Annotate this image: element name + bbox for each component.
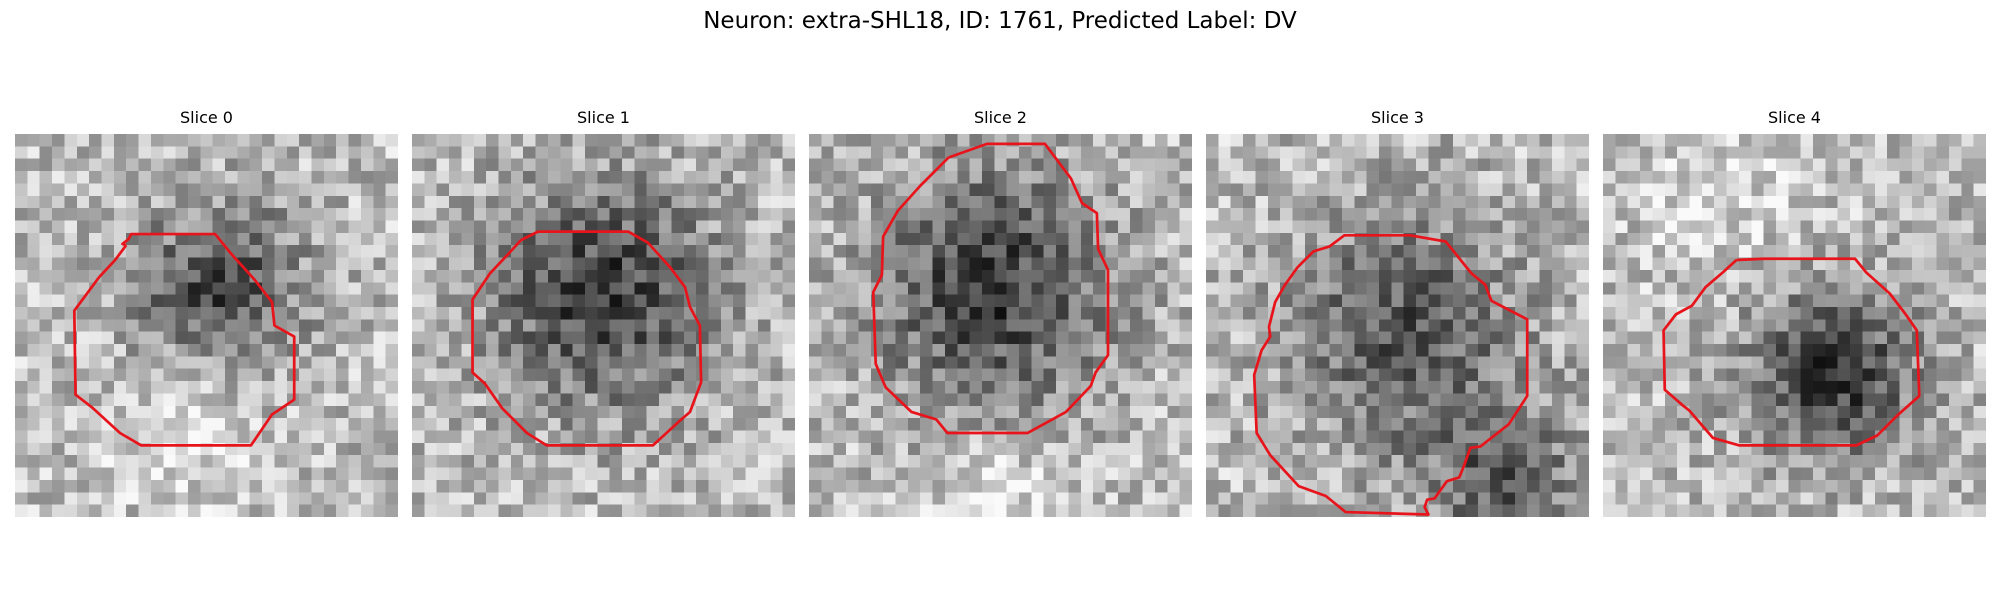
slice-3-title: Slice 3 bbox=[1206, 108, 1589, 127]
slice-1-title: Slice 1 bbox=[412, 108, 795, 127]
slice-0-title: Slice 0 bbox=[15, 108, 398, 127]
slice-4-image bbox=[1603, 134, 1986, 517]
slice-0-image bbox=[15, 134, 398, 517]
slice-2-title: Slice 2 bbox=[809, 108, 1192, 127]
slice-4-title: Slice 4 bbox=[1603, 108, 1986, 127]
slice-2-image bbox=[809, 134, 1192, 517]
slice-3-image bbox=[1206, 134, 1589, 517]
figure-title: Neuron: extra-SHL18, ID: 1761, Predicted… bbox=[0, 8, 2000, 34]
slice-1-image bbox=[412, 134, 795, 517]
